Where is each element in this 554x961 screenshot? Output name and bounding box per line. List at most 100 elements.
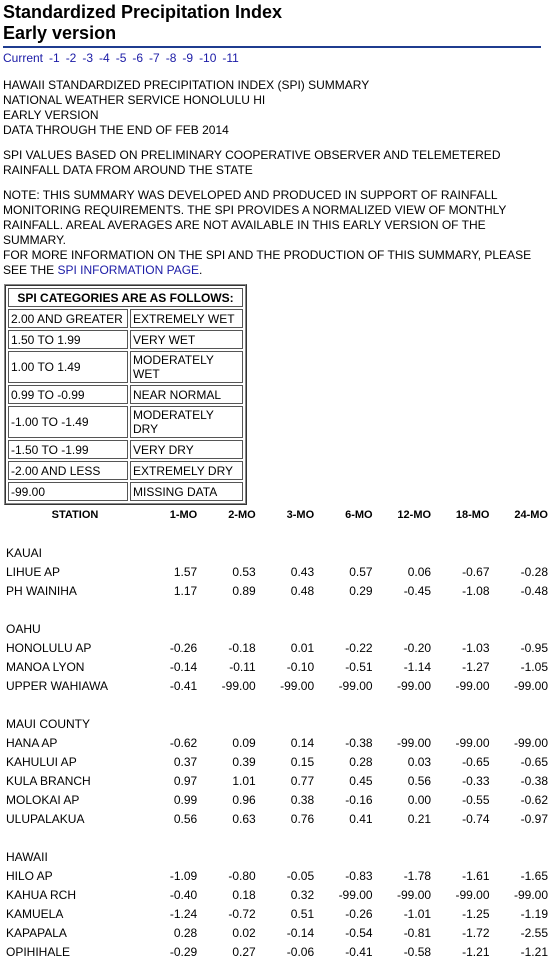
spi-value: -99.00 — [455, 887, 490, 902]
nav-link-minus-2[interactable]: -2 — [65, 51, 77, 65]
nav-link-minus-5[interactable]: -5 — [115, 51, 127, 65]
spi-value: -0.55 — [462, 792, 490, 807]
group-row: MAUI COUNTY — [0, 714, 548, 733]
category-range: -1.00 TO -1.49 — [8, 406, 128, 438]
station-name: OPIHIHALE — [6, 944, 71, 959]
spi-value: 0.89 — [232, 583, 256, 598]
column-header-6-mo: 6-MO — [345, 508, 373, 521]
nav-link-minus-3[interactable]: -3 — [82, 51, 94, 65]
spi-value: -1.09 — [169, 868, 198, 883]
spi-value: -1.14 — [403, 659, 432, 674]
spi-value: -0.45 — [403, 583, 432, 598]
spi-value: -99.00 — [397, 735, 432, 750]
spi-value: 0.41 — [349, 811, 373, 826]
station-name: LIHUE AP — [6, 564, 61, 579]
station-name: PH WAINIHA — [6, 583, 77, 598]
spi-value: 0.18 — [232, 887, 256, 902]
spacer-cell — [0, 828, 548, 847]
nav-link-minus-4[interactable]: -4 — [99, 51, 110, 65]
group-name: MAUI COUNTY — [6, 716, 90, 731]
spacer-row — [0, 695, 548, 714]
table-row: KAHUA RCH -0.40 0.18 0.32 -99.00 -99.00 -99.00… — [0, 885, 548, 904]
table-row: HONOLULU AP -0.26 -0.18 0.01 -0.22 -0.20 -1.03… — [0, 638, 548, 657]
spi-value: -0.54 — [345, 925, 373, 940]
page-title: Standardized Precipitation Index Early v… — [3, 2, 550, 44]
spi-value: -99.00 — [397, 678, 432, 693]
group-row: HAWAII — [0, 847, 548, 866]
station-name: KAHUA RCH — [6, 887, 77, 902]
spi-value: -0.05 — [286, 868, 315, 883]
spi-value: -0.65 — [462, 754, 490, 769]
spi-value: -99.00 — [338, 887, 373, 902]
spi-information-link[interactable]: SPI INFORMATION PAGE — [57, 263, 200, 277]
summary-line: HAWAII STANDARDIZED PRECIPITATION INDEX … — [3, 78, 370, 92]
column-header-2-mo: 2-MO — [228, 508, 256, 521]
nav-link-current[interactable]: Current — [3, 51, 44, 65]
spi-value: 0.06 — [407, 564, 432, 579]
summary-text: HAWAII STANDARDIZED PRECIPITATION INDEX … — [3, 78, 550, 278]
category-range: 1.00 TO 1.49 — [8, 351, 128, 383]
nav-link-minus-10[interactable]: -10 — [199, 51, 217, 65]
spi-value: 0.48 — [290, 583, 315, 598]
spi-value: 1.57 — [173, 564, 198, 579]
spi-value: -99.00 — [338, 678, 373, 693]
spi-categories-table: SPI CATEGORIES ARE AS FOLLOWS: 2.00 AND … — [4, 284, 247, 505]
nav-link-minus-9[interactable]: -9 — [182, 51, 194, 65]
spi-value: -0.72 — [228, 906, 256, 921]
station-name: ULUPALAKUA — [6, 811, 85, 826]
nav-link-minus-7[interactable]: -7 — [149, 51, 160, 65]
nav-link-minus-1[interactable]: -1 — [49, 51, 60, 65]
group-row: KAUAI — [0, 543, 548, 562]
spi-value: -0.38 — [520, 773, 548, 788]
spi-value: -1.01 — [403, 906, 432, 921]
spi-value: -1.08 — [462, 583, 490, 598]
spi-value: 0.97 — [173, 773, 198, 788]
category-range: 1.50 TO 1.99 — [8, 330, 128, 349]
station-name: KAPAPALA — [6, 925, 67, 940]
summary-line: EARLY VERSION — [3, 108, 99, 122]
spacer-cell — [0, 600, 548, 619]
table-header-row: STATION 1-MO 2-MO 3-MO 6-MO 12-MO 18-MO … — [0, 505, 548, 524]
spi-value: 0.00 — [407, 792, 432, 807]
spi-value: 1.17 — [173, 583, 198, 598]
nav-link-minus-6[interactable]: -6 — [132, 51, 144, 65]
spi-value: 0.38 — [290, 792, 315, 807]
station-name: MANOA LYON — [6, 659, 85, 674]
spi-value: -1.21 — [462, 944, 490, 959]
nav-link-minus-11[interactable]: -11 — [222, 51, 239, 65]
spi-value: 0.39 — [232, 754, 256, 769]
spi-value: 0.37 — [173, 754, 198, 769]
nav-link-minus-8[interactable]: -8 — [165, 51, 177, 65]
spi-value: -0.22 — [345, 640, 373, 655]
spi-value: -99.00 — [455, 678, 490, 693]
station-name: KAHULUI AP — [6, 754, 77, 769]
spi-value: -1.27 — [462, 659, 490, 674]
group-name: HAWAII — [6, 849, 48, 864]
spacer-cell — [0, 695, 548, 714]
column-header-12-mo: 12-MO — [397, 508, 432, 521]
spi-value: -0.33 — [462, 773, 490, 788]
station-name: KULA BRANCH — [6, 773, 91, 788]
spi-value: 0.14 — [290, 735, 315, 750]
note-line: FOR MORE INFORMATION ON THE SPI AND THE … — [3, 248, 532, 262]
title-line-2: Early version — [3, 23, 117, 43]
spi-value: -0.14 — [286, 925, 315, 940]
spi-value: -1.21 — [520, 944, 548, 959]
note-suffix: . — [199, 263, 203, 277]
spi-value: -0.67 — [462, 564, 490, 579]
spi-value: -1.05 — [520, 659, 548, 674]
spi-value: 0.77 — [290, 773, 315, 788]
spi-value: -2.55 — [520, 925, 548, 940]
station-name: UPPER WAHIAWA — [6, 678, 109, 693]
table-row: KAHULUI AP 0.37 0.39 0.15 0.28 0.03 -0.65 -0.65 — [0, 752, 548, 771]
spi-value: -1.03 — [462, 640, 490, 655]
spi-value: 0.51 — [290, 906, 315, 921]
spacer-row — [0, 828, 548, 847]
spi-value: -0.95 — [520, 640, 548, 655]
basis-line: SPI VALUES BASED ON PRELIMINARY COOPERAT… — [3, 148, 501, 162]
note-line: NOTE: THIS SUMMARY WAS DEVELOPED AND PRO… — [3, 188, 498, 202]
title-line-1: Standardized Precipitation Index — [3, 2, 283, 22]
spi-value: -0.41 — [345, 944, 373, 959]
table-row: PH WAINIHA 1.17 0.89 0.48 0.29 -0.45 -1.08 -0.4… — [0, 581, 548, 600]
spacer-row — [0, 600, 548, 619]
